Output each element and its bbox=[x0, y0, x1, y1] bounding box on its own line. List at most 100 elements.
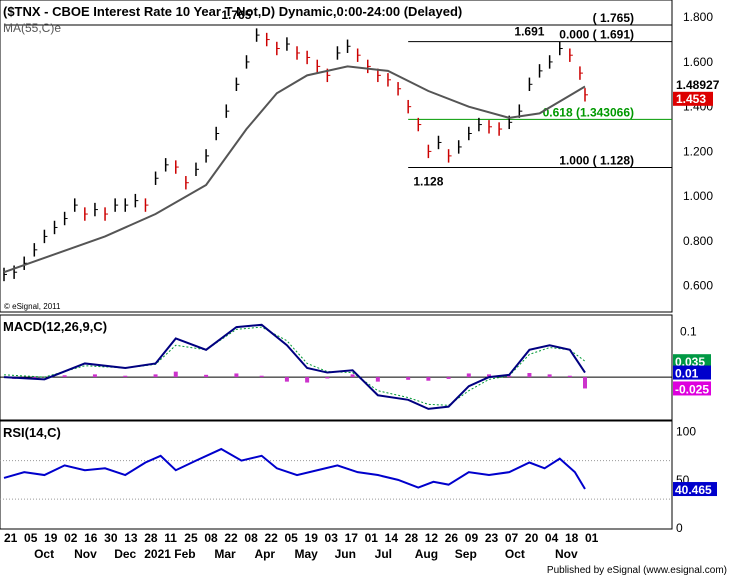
price-badge-bg bbox=[673, 91, 713, 106]
x-axis-day-label: 09 bbox=[465, 531, 479, 545]
x-axis-day-label: 17 bbox=[345, 531, 359, 545]
x-axis-day-label: 08 bbox=[244, 531, 258, 545]
rsi-indicator-label: RSI(14,C) bbox=[3, 425, 61, 440]
x-axis-month-label: Mar bbox=[214, 547, 236, 561]
x-axis-day-label: 12 bbox=[425, 531, 439, 545]
macd-badge-bg bbox=[673, 381, 711, 396]
x-axis-day-label: 18 bbox=[565, 531, 579, 545]
x-axis-day-label: 26 bbox=[445, 531, 459, 545]
macd-histogram-bar bbox=[259, 375, 264, 378]
macd-histogram-bar bbox=[153, 374, 158, 378]
rsi-axis-tick-label: 100 bbox=[676, 425, 696, 439]
price-annotation: 1.691 bbox=[514, 25, 544, 39]
x-axis-month-label: 2021 bbox=[144, 547, 171, 561]
x-axis-day-label: 05 bbox=[24, 531, 38, 545]
macd-histogram-bar bbox=[375, 377, 380, 382]
fib-level-label: 0.000 ( 1.691) bbox=[559, 28, 634, 42]
x-axis-day-label: 20 bbox=[525, 531, 539, 545]
macd-histogram-bar bbox=[325, 377, 330, 379]
x-axis-day-label: 16 bbox=[84, 531, 98, 545]
macd-axis-tick-label: 0.1 bbox=[680, 325, 697, 339]
macd-histogram-bar bbox=[527, 373, 532, 378]
x-axis-month-label: Nov bbox=[555, 547, 578, 561]
price-annotation: 1.765 bbox=[221, 8, 251, 22]
x-axis-day-label: 01 bbox=[585, 531, 599, 545]
macd-badge-label: -0.025 bbox=[675, 382, 709, 396]
x-axis-month-label: Apr bbox=[254, 547, 275, 561]
macd-line bbox=[3, 323, 586, 410]
macd-histogram-bar bbox=[583, 377, 587, 389]
x-axis-day-label: 11 bbox=[164, 531, 177, 545]
macd-histogram-bar bbox=[62, 375, 67, 378]
macd-badge-bg bbox=[673, 365, 711, 380]
x-axis-month-label: Dec bbox=[114, 547, 136, 561]
price-axis-tick-label: 1.800 bbox=[683, 10, 713, 24]
ma-indicator-label: MA(55,C)e bbox=[3, 21, 61, 35]
price-badge-label: 1.453 bbox=[676, 92, 706, 106]
x-axis-day-label: 03 bbox=[325, 531, 339, 545]
macd-histogram-bar bbox=[426, 377, 431, 381]
macd-badge-label: 0.01 bbox=[675, 367, 699, 381]
rsi-badge-label: 40.465 bbox=[675, 483, 712, 497]
price-axis-tick-label: 1.200 bbox=[683, 144, 713, 158]
macd-histogram-bar bbox=[466, 373, 471, 378]
x-axis-day-label: 19 bbox=[44, 531, 58, 545]
x-axis-day-label: 22 bbox=[224, 531, 238, 545]
x-axis-day-label: 21 bbox=[4, 531, 18, 545]
x-axis-day-label: 13 bbox=[124, 531, 138, 545]
macd-histogram-bar bbox=[32, 377, 37, 378]
x-axis-day-label: 28 bbox=[144, 531, 158, 545]
x-axis-day-label: 25 bbox=[184, 531, 198, 545]
x-axis-day-label: 04 bbox=[545, 531, 559, 545]
x-axis-day-label: 19 bbox=[305, 531, 319, 545]
footer-credit: Published by eSignal (www.esignal.com) bbox=[547, 565, 727, 576]
x-axis-day-label: 01 bbox=[365, 531, 379, 545]
macd-badge-bg bbox=[673, 354, 711, 369]
x-axis-month-label: Nov bbox=[74, 547, 97, 561]
x-axis-month-label: Feb bbox=[174, 547, 195, 561]
macd-histogram-bar bbox=[507, 375, 512, 378]
x-axis-day-label: 30 bbox=[104, 531, 118, 545]
x-axis-day-label: 05 bbox=[284, 531, 298, 545]
macd-histogram-bar bbox=[92, 374, 97, 378]
price-axis-tick-label: 0.800 bbox=[683, 234, 713, 248]
x-axis-day-label: 23 bbox=[485, 531, 499, 545]
ma-line bbox=[3, 65, 586, 274]
x-axis-day-label: 07 bbox=[505, 531, 519, 545]
price-axis-tick-label: 1.600 bbox=[683, 55, 713, 69]
macd-histogram-bar bbox=[567, 375, 572, 378]
chart-title: ($TNX - CBOE Interest Rate 10 Year T Not… bbox=[3, 4, 462, 19]
fib-level-label: 1.000 ( 1.128) bbox=[559, 154, 634, 168]
x-axis-month-label: Oct bbox=[34, 547, 54, 561]
macd-histogram-bar bbox=[234, 373, 239, 378]
fib-level-label: ( 1.765) bbox=[593, 11, 634, 25]
macd-histogram-bar bbox=[350, 374, 355, 378]
price-badge-bg bbox=[673, 77, 713, 92]
x-axis-day-label: 22 bbox=[264, 531, 278, 545]
rsi-axis-tick-label: 0 bbox=[676, 521, 683, 535]
macd-indicator-label: MACD(12,26,9,C) bbox=[3, 319, 107, 334]
price-annotation: 1.128 bbox=[413, 175, 443, 189]
x-axis-month-label: Jun bbox=[335, 547, 356, 561]
rsi-panel-frame bbox=[0, 420, 673, 530]
x-axis-day-label: 02 bbox=[64, 531, 78, 545]
rsi-line bbox=[3, 447, 586, 490]
rsi-badge-bg bbox=[673, 482, 717, 497]
macd-histogram-bar bbox=[173, 371, 178, 378]
x-axis-day-label: 14 bbox=[385, 531, 399, 545]
macd-histogram-bar bbox=[204, 374, 209, 378]
x-axis-month-label: Aug bbox=[415, 547, 438, 561]
macd-histogram-bar bbox=[284, 377, 289, 382]
price-badge-label: 1.48927 bbox=[676, 78, 720, 92]
macd-histogram-bar bbox=[487, 374, 492, 378]
x-axis-month-label: Oct bbox=[505, 547, 525, 561]
x-axis-month-label: May bbox=[295, 547, 319, 561]
fib-level-label: 0.618 (1.343066) bbox=[543, 105, 634, 119]
macd-histogram-bar bbox=[123, 375, 128, 378]
watermark: © eSignal, 2011 bbox=[4, 302, 61, 311]
macd-histogram-bar bbox=[547, 374, 552, 378]
x-axis-day-label: 08 bbox=[204, 531, 218, 545]
